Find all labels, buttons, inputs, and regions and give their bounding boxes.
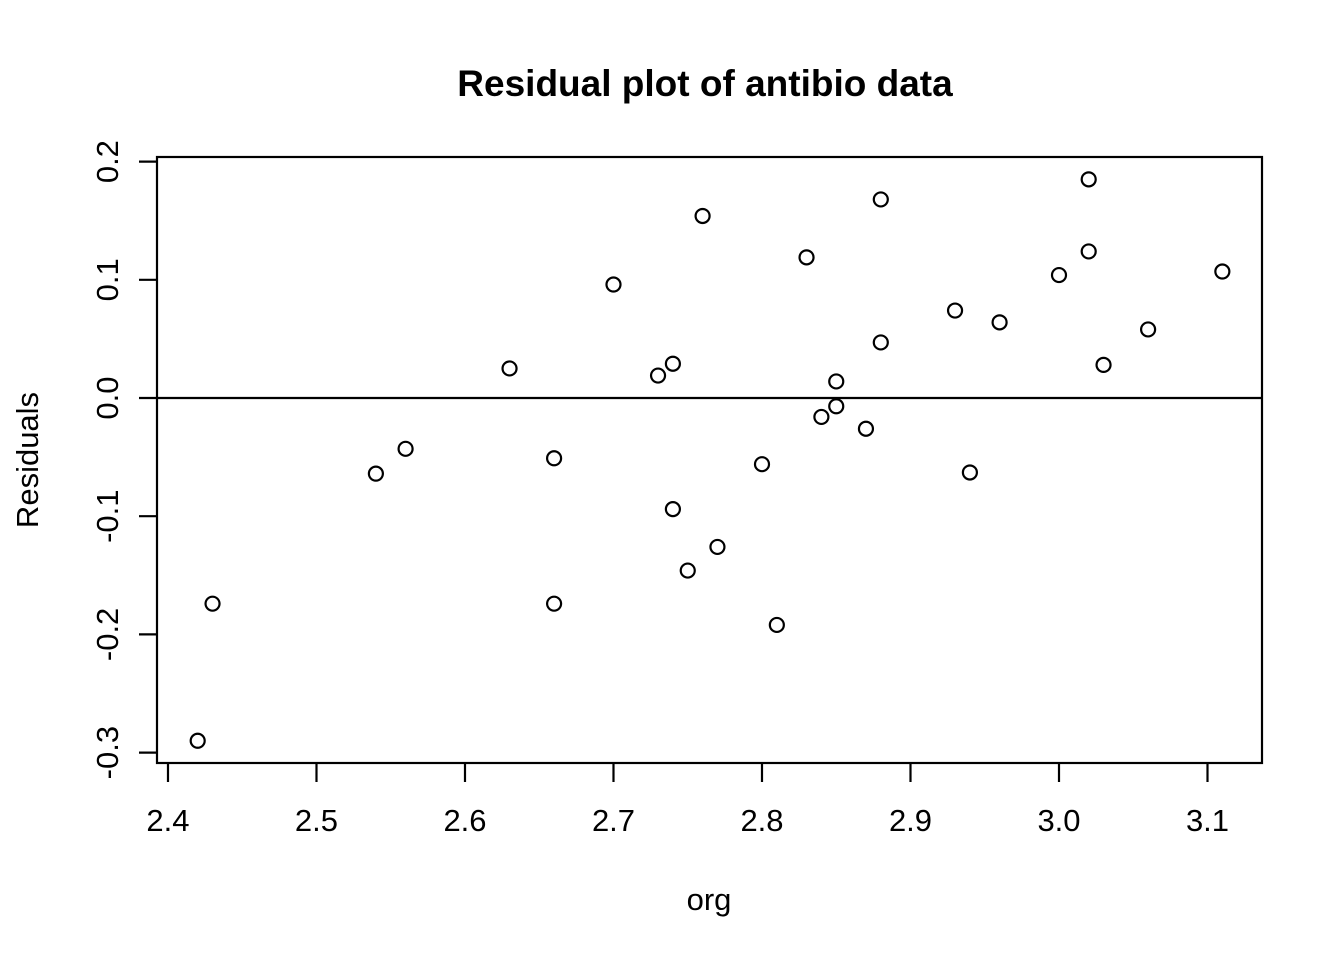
data-point (828, 398, 845, 415)
data-point (664, 501, 681, 518)
data-point (679, 562, 696, 579)
data-points (189, 171, 1231, 749)
y-tick-label: 0.2 (90, 140, 125, 183)
y-axis: -0.3 -0.2 -0.1 0.0 0.1 0.2 (90, 140, 157, 779)
data-point (664, 355, 681, 372)
x-tick-label: 2.5 (295, 803, 338, 838)
data-point (1050, 266, 1068, 284)
data-point (189, 732, 206, 749)
y-tick-label: -0.2 (90, 608, 125, 661)
data-point (1095, 356, 1112, 374)
data-point (991, 314, 1008, 331)
y-tick-label: -0.1 (90, 489, 125, 542)
x-tick-label: 2.7 (592, 803, 635, 838)
data-point (204, 595, 221, 612)
y-tick-label: 0.1 (90, 258, 125, 301)
x-tick-label: 3.1 (1186, 803, 1229, 838)
plot-frame (155, 155, 1264, 765)
data-point (768, 616, 785, 634)
data-point (798, 249, 815, 266)
x-tick-label: 2.9 (889, 803, 932, 838)
x-tick-label: 2.4 (146, 803, 189, 838)
data-point (397, 440, 414, 457)
plot-box (155, 155, 1264, 765)
data-point (1214, 263, 1231, 280)
data-point (1080, 243, 1097, 260)
data-point (857, 420, 875, 437)
data-point (872, 334, 889, 351)
data-point (961, 464, 978, 481)
data-point (872, 191, 889, 208)
data-point (753, 456, 771, 473)
x-tick-label: 2.6 (443, 803, 486, 838)
data-point (545, 450, 563, 467)
data-point (694, 207, 711, 225)
chart-title: Residual plot of antibio data (457, 63, 953, 104)
data-point (1139, 321, 1157, 338)
y-tick-label: 0.0 (90, 376, 125, 419)
data-point (709, 538, 726, 556)
y-tick-label: -0.3 (90, 726, 125, 779)
data-point (649, 367, 667, 384)
data-point (828, 373, 845, 390)
y-axis-label: Residuals (10, 392, 45, 528)
data-point (501, 360, 518, 377)
data-point (545, 595, 563, 612)
data-point (946, 302, 964, 319)
data-point (605, 276, 622, 293)
x-tick-label: 2.8 (740, 803, 783, 838)
x-axis: 2.4 2.5 2.6 2.7 2.8 2.9 3.0 3.1 (146, 763, 1229, 838)
data-point (813, 408, 830, 426)
x-axis-label: org (687, 882, 732, 917)
data-point (367, 465, 384, 482)
x-tick-label: 3.0 (1037, 803, 1080, 838)
data-point (1080, 171, 1097, 188)
